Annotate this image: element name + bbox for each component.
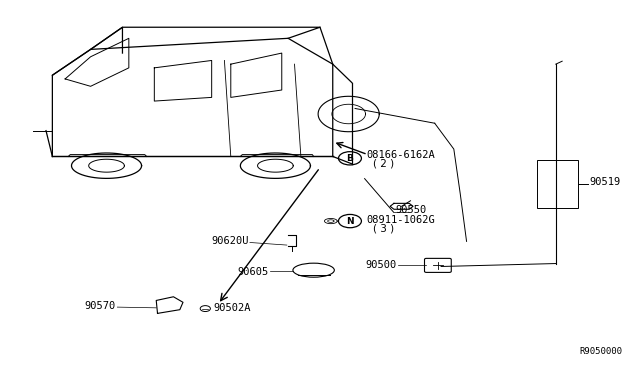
Text: R9050000: R9050000 [580, 347, 623, 356]
Text: ( 3 ): ( 3 ) [373, 224, 394, 234]
Text: 90620U: 90620U [211, 236, 248, 246]
Text: N: N [346, 217, 354, 225]
Text: 08166-6162A: 08166-6162A [366, 150, 435, 160]
Text: B: B [346, 154, 353, 163]
Text: 90550: 90550 [395, 205, 426, 215]
Text: 08911-1062G: 08911-1062G [366, 215, 435, 225]
Text: 90500: 90500 [365, 260, 396, 270]
Bar [537, 160, 578, 208]
Text: 90519: 90519 [589, 177, 620, 187]
Text: 90502A: 90502A [213, 303, 250, 313]
Text: 90570: 90570 [85, 301, 116, 311]
Text: 90605: 90605 [238, 267, 269, 277]
Text: ( 2 ): ( 2 ) [373, 158, 394, 168]
